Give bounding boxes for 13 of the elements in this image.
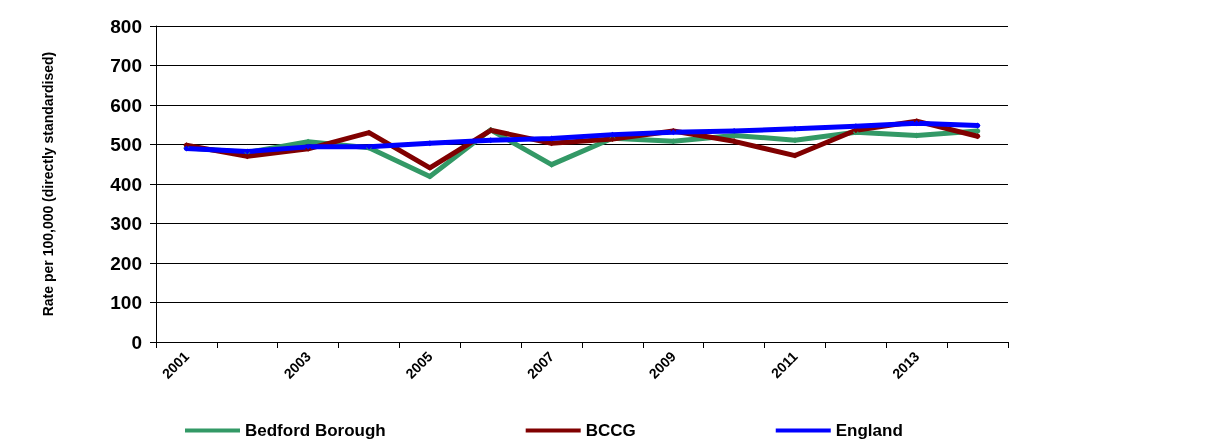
- y-tick-label: 100: [110, 292, 142, 313]
- y-tick-label: 600: [110, 94, 142, 116]
- y-tick-label: 800: [110, 15, 142, 37]
- legend-label: England: [835, 421, 903, 440]
- legend-label: Bedford Borough: [245, 421, 386, 440]
- y-tick-label: 200: [110, 252, 142, 274]
- y-tick-label: 500: [110, 134, 142, 155]
- y-axis-title: Rate per 100,000 (directly standardised): [40, 51, 56, 317]
- y-tick-label: 0: [131, 331, 142, 353]
- legend-label: BCCG: [585, 421, 636, 440]
- y-tick-label: 700: [110, 55, 142, 76]
- y-tick-label: 300: [110, 213, 142, 234]
- y-tick-label: 400: [110, 173, 142, 195]
